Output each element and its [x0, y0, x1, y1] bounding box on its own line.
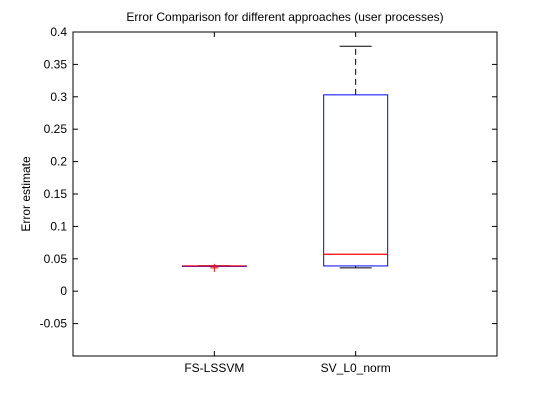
y-tick-label: 0.4	[50, 25, 67, 39]
x-tick-label: SV_L0_norm	[321, 361, 391, 375]
y-axis-label: Error estimate	[19, 156, 33, 232]
y-tick-label: 0.15	[44, 187, 68, 201]
y-tick-label: 0.3	[50, 90, 67, 104]
box-fs-lssvm	[181, 263, 247, 272]
box-sv-l0-norm	[323, 45, 389, 269]
x-tick-label: FS-LSSVM	[184, 361, 244, 375]
y-tick-label: 0.25	[44, 122, 68, 136]
y-tick-label: 0.1	[50, 219, 67, 233]
plot-area	[72, 31, 498, 357]
y-axis-ticks: -0.05 0 0.05 0.1 0.15 0.2 0.25 0.3 0.35 0.4	[40, 25, 497, 331]
box-iqr	[323, 94, 389, 267]
y-tick-label: 0.35	[44, 57, 68, 71]
chart-title: Error Comparison for different approache…	[126, 10, 443, 24]
y-tick-label: 0.2	[50, 155, 67, 169]
box-series	[181, 45, 389, 272]
outlier-marker	[210, 263, 219, 272]
y-tick-label: 0.05	[44, 252, 68, 266]
y-tick-label: 0	[60, 284, 67, 298]
y-tick-label: -0.05	[40, 317, 68, 331]
x-axis-ticks: FS-LSSVM SV_L0_norm	[184, 32, 391, 375]
